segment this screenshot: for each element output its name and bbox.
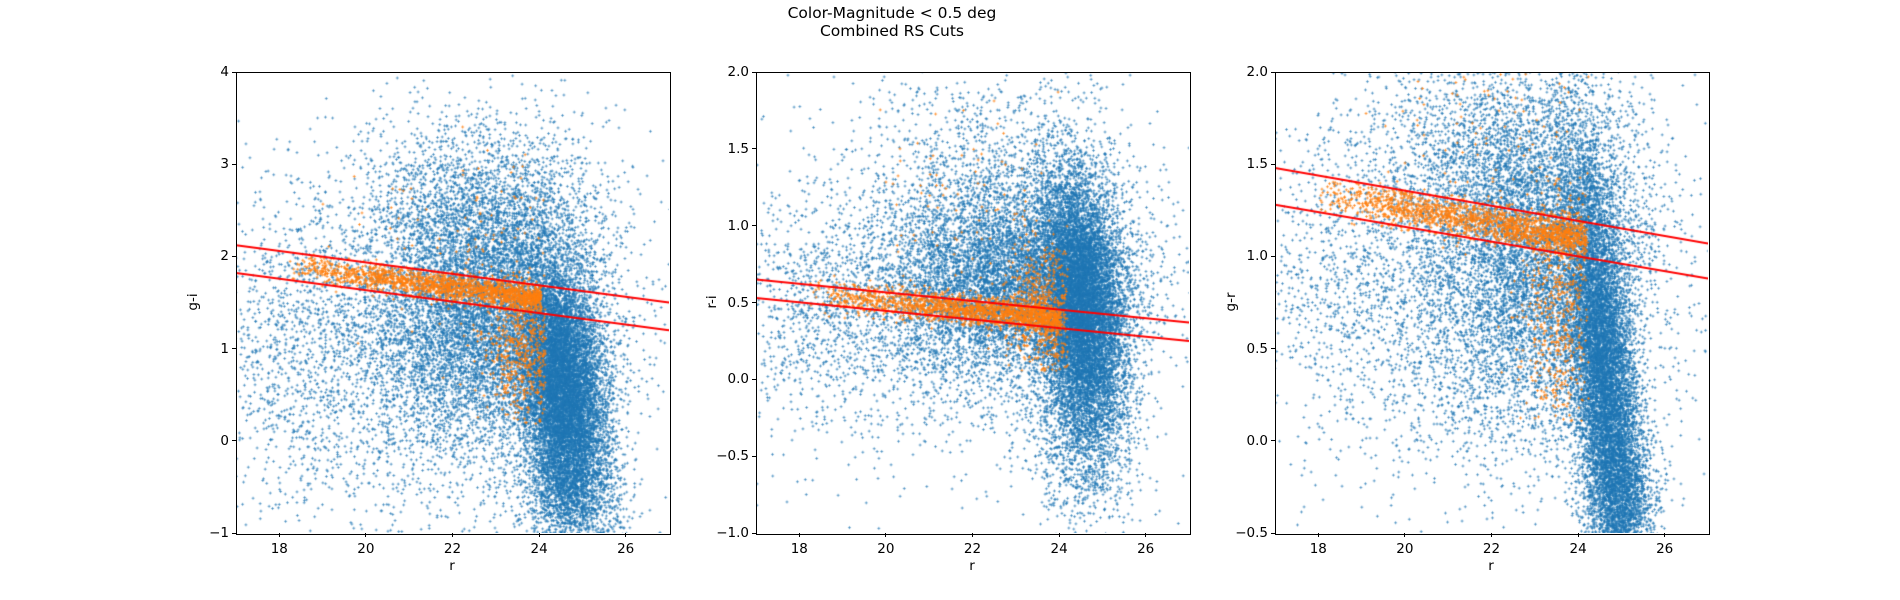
tick-label: 18 xyxy=(790,541,808,557)
tick-mark xyxy=(1271,255,1275,257)
tick-mark xyxy=(752,302,756,303)
tick-mark xyxy=(1664,533,1666,537)
tick-mark xyxy=(232,255,236,257)
tick-label: 2 xyxy=(220,248,229,265)
tick-label: 26 xyxy=(617,541,635,557)
tick-mark xyxy=(1271,348,1275,350)
figure-title: Color-Magnitude < 0.5 deg Combined RS Cu… xyxy=(0,4,1784,40)
tick-mark xyxy=(1271,71,1275,73)
tick-mark xyxy=(232,440,236,442)
tick-label: 1.5 xyxy=(1246,156,1268,173)
tick-label: 0.5 xyxy=(1246,340,1268,357)
tick-label: 1.0 xyxy=(1246,248,1268,265)
scatter-canvas-r-i xyxy=(756,72,1189,533)
tick-mark xyxy=(1271,440,1275,442)
tick-mark xyxy=(232,348,236,350)
tick-label: 4 xyxy=(220,64,229,80)
tick-label: −0.5 xyxy=(716,448,749,465)
tick-mark xyxy=(232,71,236,73)
tick-label: 20 xyxy=(1396,541,1414,557)
tick-mark xyxy=(972,533,973,537)
tick-label: 1 xyxy=(220,340,229,357)
tick-mark xyxy=(1271,532,1275,534)
tick-mark xyxy=(885,533,887,537)
x-axis-label-r-2: r xyxy=(1488,558,1494,574)
tick-label: 24 xyxy=(530,541,548,557)
tick-mark xyxy=(538,533,540,537)
tick-label: 22 xyxy=(1482,541,1501,557)
figure-title-line1: Color-Magnitude < 0.5 deg xyxy=(787,4,997,22)
tick-mark xyxy=(798,533,800,537)
axes-border-g-r xyxy=(1275,72,1710,535)
scatter-canvas-g-i xyxy=(236,72,669,533)
tick-label: 2.0 xyxy=(1246,64,1268,80)
y-axis-label-g-r: g-r xyxy=(1223,292,1239,312)
tick-mark xyxy=(1145,533,1147,537)
tick-label: 20 xyxy=(877,541,895,557)
tick-label: 20 xyxy=(357,541,375,557)
tick-label: 3 xyxy=(220,156,229,173)
tick-mark xyxy=(232,163,236,165)
tick-mark xyxy=(452,533,453,537)
tick-mark xyxy=(365,533,367,537)
tick-label: 24 xyxy=(1050,541,1068,557)
tick-label: 0.0 xyxy=(727,371,749,388)
scatter-canvas-g-r xyxy=(1275,72,1708,533)
tick-label: 1.0 xyxy=(727,217,749,234)
tick-mark xyxy=(1317,533,1319,537)
tick-label: 0.0 xyxy=(1246,432,1268,449)
tick-label: 18 xyxy=(270,541,288,557)
axes-border-g-i xyxy=(236,72,671,535)
tick-label: −0.5 xyxy=(1235,525,1268,541)
y-axis-label-g-i: g-i xyxy=(185,293,201,311)
tick-label: −1.0 xyxy=(716,525,749,541)
tick-label: 2.0 xyxy=(727,64,749,80)
tick-label: 0.5 xyxy=(727,294,749,311)
tick-label: 0 xyxy=(220,432,229,449)
tick-mark xyxy=(278,533,280,537)
tick-mark xyxy=(752,148,756,150)
x-axis-label-r-1: r xyxy=(969,558,975,574)
tick-mark xyxy=(232,532,236,534)
tick-mark xyxy=(752,532,756,534)
tick-mark xyxy=(1491,533,1492,537)
tick-label: 26 xyxy=(1137,541,1155,557)
tick-mark xyxy=(752,455,756,457)
axes-border-r-i xyxy=(756,72,1191,535)
tick-label: 18 xyxy=(1309,541,1327,557)
tick-label: 22 xyxy=(443,541,462,557)
tick-label: 1.5 xyxy=(727,140,749,157)
tick-label: 26 xyxy=(1656,541,1674,557)
tick-mark xyxy=(1404,533,1406,537)
tick-mark xyxy=(1271,163,1275,165)
tick-label: −1 xyxy=(209,525,229,541)
tick-mark xyxy=(752,225,756,227)
tick-mark xyxy=(1577,533,1579,537)
x-axis-label-r-0: r xyxy=(449,558,455,574)
tick-label: 24 xyxy=(1569,541,1587,557)
tick-mark xyxy=(752,71,756,73)
figure-title-line2: Combined RS Cuts xyxy=(819,21,964,40)
tick-mark xyxy=(752,378,756,380)
tick-mark xyxy=(1058,533,1060,537)
tick-label: 22 xyxy=(963,541,982,557)
tick-mark xyxy=(625,533,627,537)
